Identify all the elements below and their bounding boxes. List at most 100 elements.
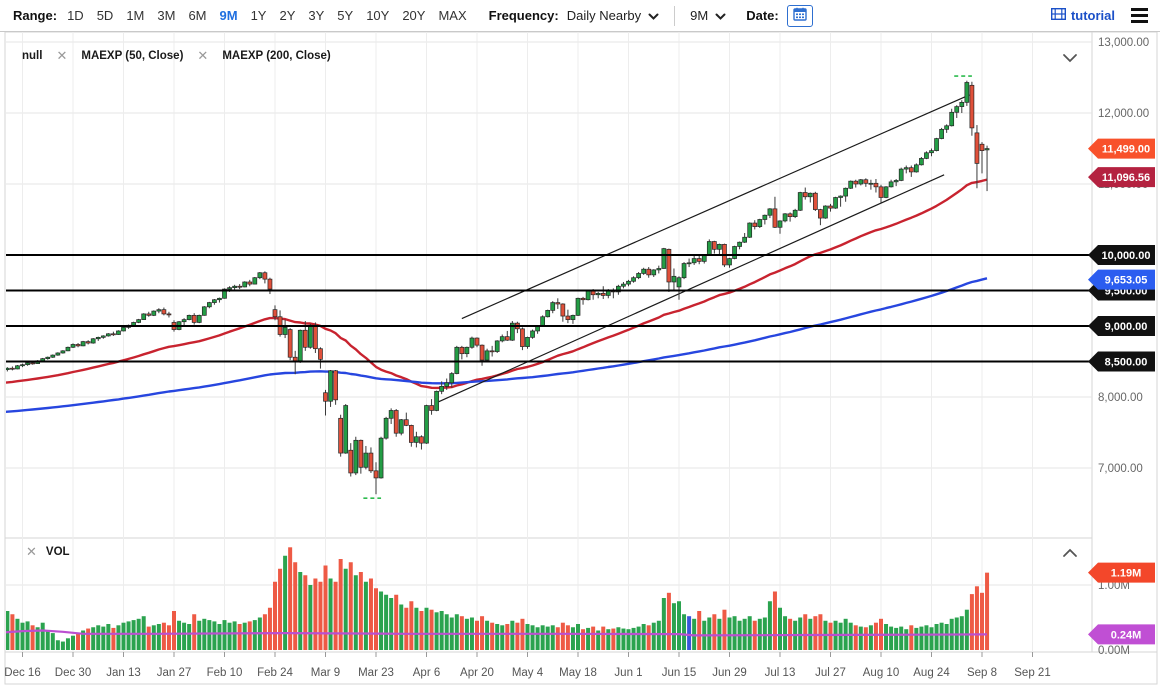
candle-body [656,268,662,271]
x-axis-label: Sep 8 [967,667,997,679]
volume-bar [288,547,293,650]
indicator-chip[interactable]: null [22,49,43,62]
volume-bar [86,628,91,650]
plot-area [0,75,990,650]
volume-bar [76,633,81,650]
candle-body [252,277,258,285]
close-icon[interactable]: ✕ [56,48,68,63]
collapse-volume-panel-icon[interactable] [1062,545,1080,559]
range-option-20y[interactable]: 20Y [402,8,426,23]
candle-body [964,82,970,103]
range-option-5d[interactable]: 5D [96,8,114,23]
candle-body [313,324,318,350]
volume-bar [323,565,328,650]
calendar-icon [793,7,807,24]
range-option-5y[interactable]: 5Y [337,8,354,23]
tutorial-link[interactable]: tutorial [1050,7,1115,23]
x-axis-label: Apr 6 [413,667,441,679]
volume-bar [161,622,166,650]
candle-body [196,314,202,323]
chevron-down-icon [648,8,659,23]
volume-bar [510,620,515,650]
price-badge: 9,653.05 [1088,269,1155,290]
volume-bar [91,627,96,650]
volume-bar [182,622,187,650]
candle-body [949,111,955,127]
indicator-chip[interactable]: MAEXP (200, Close) [222,49,331,62]
candle-body [494,340,500,352]
candle-body [924,152,929,159]
volume-bar [353,575,358,650]
volume-bar [439,611,444,650]
volume-bar [247,621,252,650]
range-option-3y[interactable]: 3Y [308,8,325,23]
candle-body [787,213,793,218]
range-option-1y[interactable]: 1Y [250,8,267,23]
x-axis-label: Aug 24 [913,667,950,679]
x-axis-label: Mar 9 [311,667,340,679]
range-option-2y[interactable]: 2Y [279,8,296,23]
x-axis-label: Aug 10 [863,667,899,679]
candle-body [201,306,207,316]
candle-body [843,187,849,197]
volume-bar [55,640,60,650]
volume-bar [252,620,257,650]
volume-bar [6,611,10,650]
volume-bar [530,625,535,650]
volume-bar [712,614,717,650]
candle-body [6,367,10,371]
range-option-1m[interactable]: 1M [126,8,145,23]
range-option-max[interactable]: MAX [438,8,467,23]
range-option-6m[interactable]: 6M [188,8,207,23]
volume-bar [328,578,333,650]
volume-bar [707,617,712,650]
candle-body [626,280,631,285]
volume-bar [273,581,277,650]
volume-bar [116,625,121,650]
volume-bar [434,612,439,650]
collapse-price-panel-icon[interactable] [1062,50,1080,64]
indicator-chip[interactable]: MAEXP (50, Close) [81,49,184,62]
candle-body [85,341,91,344]
volume-bar [626,629,631,650]
volume-bar [237,624,242,650]
volume-bar [192,614,197,650]
close-icon[interactable]: ✕ [26,544,37,559]
volume-bar [313,578,318,650]
x-axis-label: Jun 15 [662,667,697,679]
volume-bar [424,607,429,650]
frequency-select[interactable]: Daily Nearby [567,8,659,23]
volume-bar [0,603,4,650]
x-axis-label: Sep 21 [1014,667,1050,679]
volume-badge-text: 0.24M [1111,629,1142,641]
candle-body [348,449,354,474]
volume-bar [515,622,520,650]
menu-icon[interactable] [1129,6,1150,25]
price-badge-shape [1088,315,1155,336]
price-badge-shape [1088,351,1155,372]
candle-body [191,314,197,323]
volume-ma-line [6,629,988,637]
price-badge-text: 9,653.05 [1105,275,1148,287]
candle-body [631,277,636,282]
range-option-9m[interactable]: 9M [219,8,238,23]
price-badge-shape [1088,244,1155,265]
close-icon[interactable]: ✕ [197,48,209,63]
toolbar-divider [674,5,676,26]
candle-body [409,425,414,443]
date-picker-button[interactable] [786,4,813,27]
film-icon [1050,7,1066,23]
volume-badge-shape [1088,624,1155,645]
x-axis-label: Mar 23 [358,667,394,679]
candle-body [297,329,303,362]
range-option-3m[interactable]: 3M [157,8,176,23]
x-axis-label: Jan 13 [106,667,141,679]
volume-bar [904,629,909,650]
range-option-10y[interactable]: 10Y [366,8,390,23]
volume-bar [596,630,601,650]
range-option-1d[interactable]: 1D [67,8,84,23]
candle-body [449,373,455,384]
period-select[interactable]: 9M [690,8,726,23]
